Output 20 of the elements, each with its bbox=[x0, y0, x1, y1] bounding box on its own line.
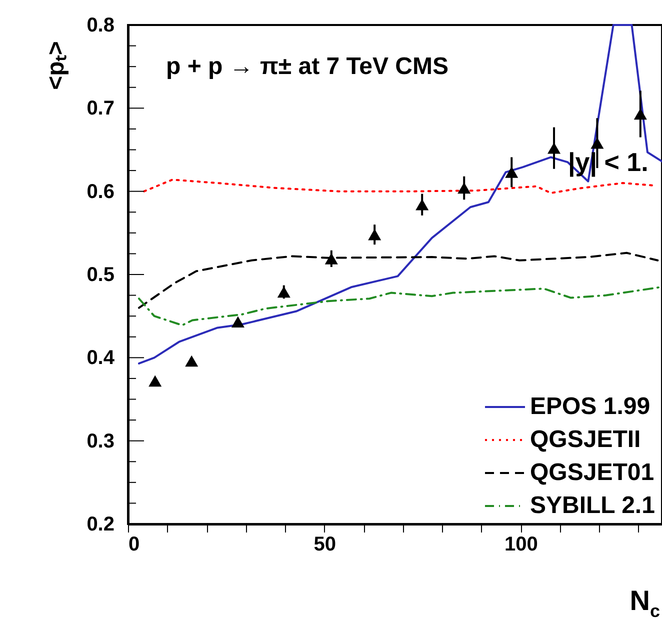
y-tick-label: 0.8 bbox=[86, 14, 114, 36]
legend-label: QGSJETII bbox=[530, 426, 641, 453]
y-tick-label: 0.6 bbox=[86, 180, 114, 203]
y-tick-label: 0.4 bbox=[86, 347, 116, 370]
annotation: p + p → π± at 7 TeV CMS bbox=[166, 53, 448, 80]
legend-label: QGSJET01 bbox=[530, 459, 654, 486]
line-series bbox=[138, 24, 662, 364]
legend-label: EPOS 1.99 bbox=[530, 393, 650, 420]
line-series bbox=[138, 286, 662, 326]
x-tick-label: 0 bbox=[128, 534, 140, 556]
y-tick-label: 0.3 bbox=[86, 430, 114, 452]
y-tick-label: 0.7 bbox=[86, 98, 114, 120]
line-series bbox=[143, 178, 656, 194]
legend-label: SYBILL 2.1 bbox=[530, 492, 655, 519]
line-series bbox=[138, 252, 659, 309]
x-tick-label: 100 bbox=[504, 534, 538, 556]
y-tick-label: 0.5 bbox=[86, 264, 114, 286]
y-axis-title: <pₜ> bbox=[42, 41, 70, 90]
y-tick-label: 0.2 bbox=[86, 514, 114, 536]
x-tick-label: 50 bbox=[314, 534, 336, 556]
